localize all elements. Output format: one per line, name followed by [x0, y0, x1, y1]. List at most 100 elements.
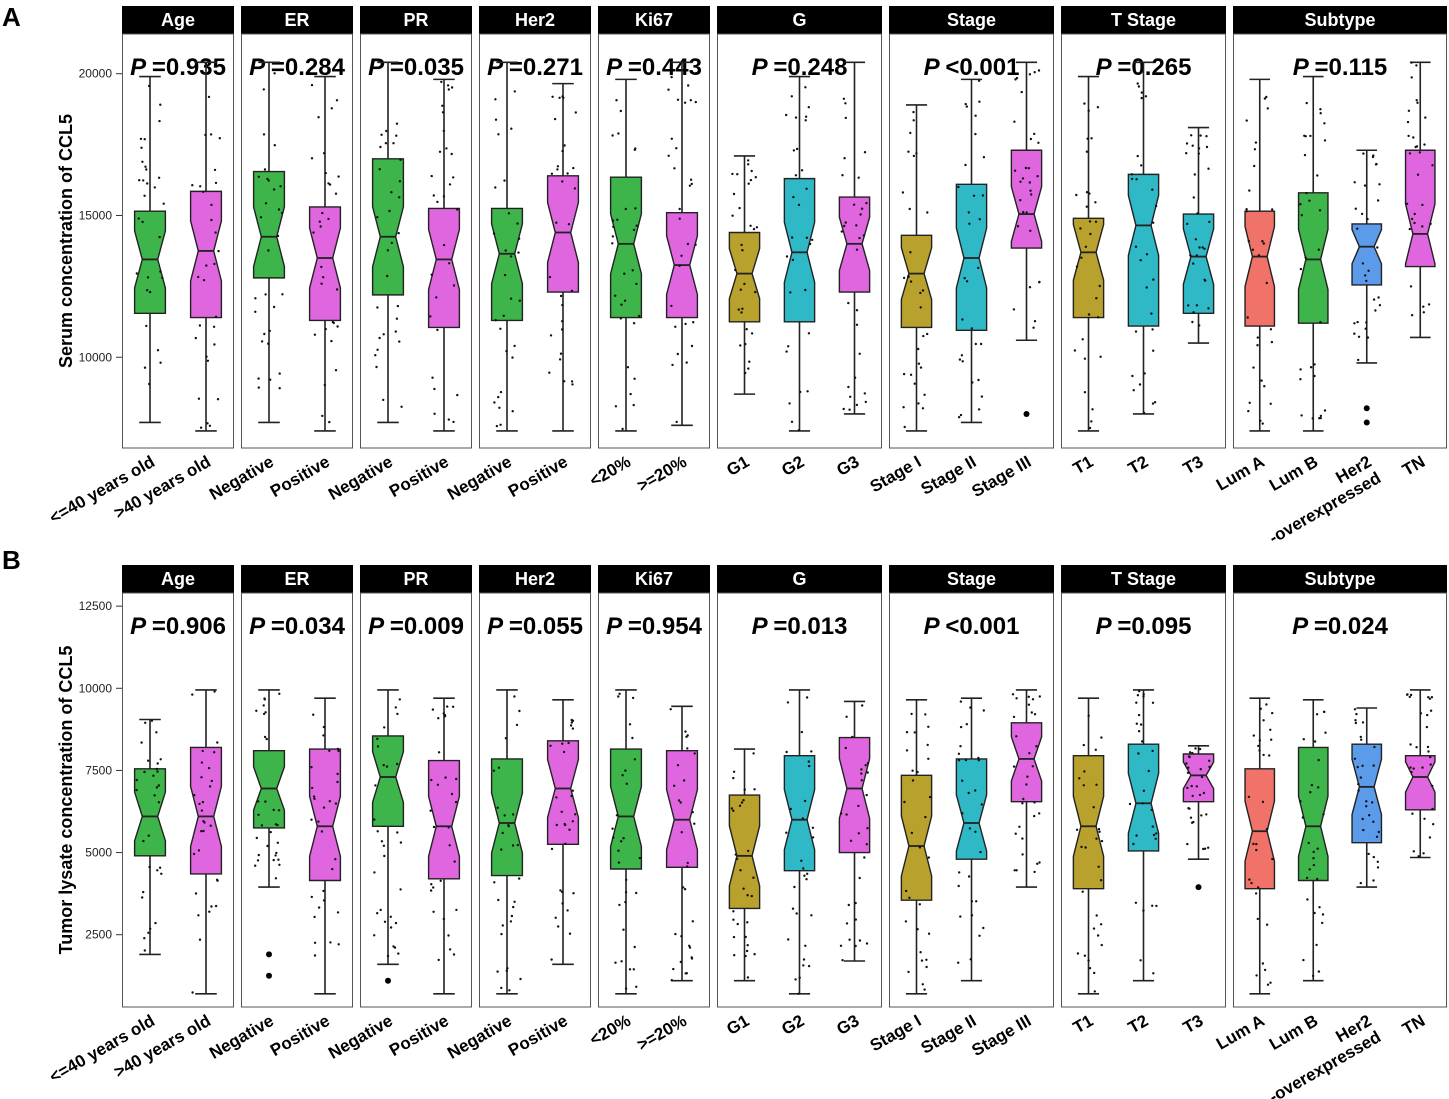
jitter-point: [564, 842, 567, 845]
jitter-point: [322, 276, 325, 279]
jitter-point: [925, 965, 928, 969]
jitter-point: [847, 301, 850, 305]
facet-panel: [122, 33, 234, 449]
jitter-point: [1268, 754, 1271, 757]
jitter-point: [635, 891, 638, 895]
jitter-point: [805, 696, 809, 699]
jitter-point: [926, 743, 929, 747]
jitter-point: [334, 192, 338, 195]
jitter-point: [1299, 368, 1302, 371]
jitter-point: [1323, 139, 1327, 142]
jitter-point: [516, 222, 519, 225]
p-value: P =0.954: [606, 613, 703, 640]
jitter-point: [563, 822, 566, 826]
jitter-point: [1263, 968, 1267, 972]
jitter-point: [746, 944, 749, 947]
jitter-point: [148, 290, 152, 294]
jitter-point: [397, 232, 400, 235]
jitter-point: [1374, 309, 1377, 312]
jitter-point: [139, 137, 143, 141]
jitter-point: [1015, 697, 1018, 700]
facet-strip: [598, 565, 710, 593]
jitter-point: [676, 764, 680, 767]
jitter-point: [511, 410, 514, 413]
box-body: [546, 175, 580, 293]
jitter-point: [957, 416, 961, 419]
box-g3: G3: [833, 61, 871, 480]
jitter-point: [1367, 269, 1370, 272]
jitter-point: [159, 758, 162, 761]
jitter-point: [961, 779, 964, 782]
jitter-point: [155, 767, 158, 771]
y-axis-label: Serum concentration of CCL5: [56, 114, 76, 368]
jitter-point: [1319, 321, 1322, 324]
jitter-point: [1015, 869, 1018, 872]
jitter-point: [744, 371, 747, 375]
jitter-point: [448, 183, 452, 186]
jitter-point: [1372, 154, 1375, 157]
jitter-point: [790, 236, 794, 239]
jitter-point: [262, 88, 265, 91]
box-g3: G3: [833, 700, 871, 1039]
jitter-point: [980, 803, 983, 806]
jitter-point: [1021, 837, 1024, 840]
jitter-point: [1406, 120, 1410, 124]
jitter-point: [321, 211, 324, 215]
jitter-point: [1096, 106, 1100, 109]
jitter-point: [1152, 278, 1155, 281]
jitter-point: [963, 277, 966, 280]
jitter-point: [960, 354, 964, 357]
jitter-point: [141, 160, 144, 163]
box-body: [427, 207, 461, 329]
jitter-point: [140, 741, 143, 744]
jitter-point: [390, 241, 393, 245]
jitter-point: [518, 299, 521, 302]
jitter-point: [1024, 166, 1028, 170]
x-tick-label: <20%: [586, 1011, 634, 1049]
jitter-point: [493, 401, 496, 404]
jitter-point: [210, 218, 213, 222]
jitter-point: [260, 824, 264, 827]
box-lum-b: Lum B: [1266, 75, 1329, 495]
jitter-point: [611, 242, 614, 245]
jitter-point: [957, 961, 960, 964]
jitter-point: [740, 243, 743, 247]
jitter-point: [456, 208, 459, 211]
jitter-point: [1029, 189, 1032, 192]
jitter-point: [1310, 783, 1314, 787]
jitter-point: [957, 752, 961, 755]
jitter-point: [1356, 227, 1359, 230]
jitter-point: [386, 954, 390, 958]
jitter-point: [628, 968, 632, 971]
jitter-point: [634, 147, 637, 150]
jitter-point: [1359, 776, 1363, 779]
jitter-point: [843, 157, 846, 160]
jitter-point: [519, 977, 522, 981]
jitter-point: [741, 307, 744, 310]
jitter-point: [905, 731, 909, 734]
jitter-point: [752, 876, 755, 879]
jitter-point: [429, 809, 432, 812]
y-tick-label: 10000: [79, 350, 113, 364]
jitter-point: [1093, 990, 1097, 993]
jitter-point: [257, 386, 260, 389]
jitter-point: [805, 187, 808, 190]
jitter-point: [202, 829, 205, 833]
jitter-point: [570, 289, 574, 292]
jitter-point: [1373, 745, 1376, 749]
jitter-point: [622, 837, 625, 840]
jitter-point: [384, 142, 388, 145]
facet-panel: [360, 592, 472, 1008]
jitter-point: [845, 813, 848, 816]
jitter-point: [1198, 246, 1201, 249]
jitter-point: [451, 705, 455, 708]
jitter-point: [849, 839, 853, 842]
jitter-point: [500, 848, 503, 851]
jitter-point: [1248, 878, 1251, 881]
jitter-point: [386, 274, 389, 278]
jitter-point: [912, 110, 915, 114]
jitter-point: [1427, 303, 1431, 306]
jitter-point: [1317, 248, 1321, 251]
jitter-point: [1363, 184, 1367, 187]
